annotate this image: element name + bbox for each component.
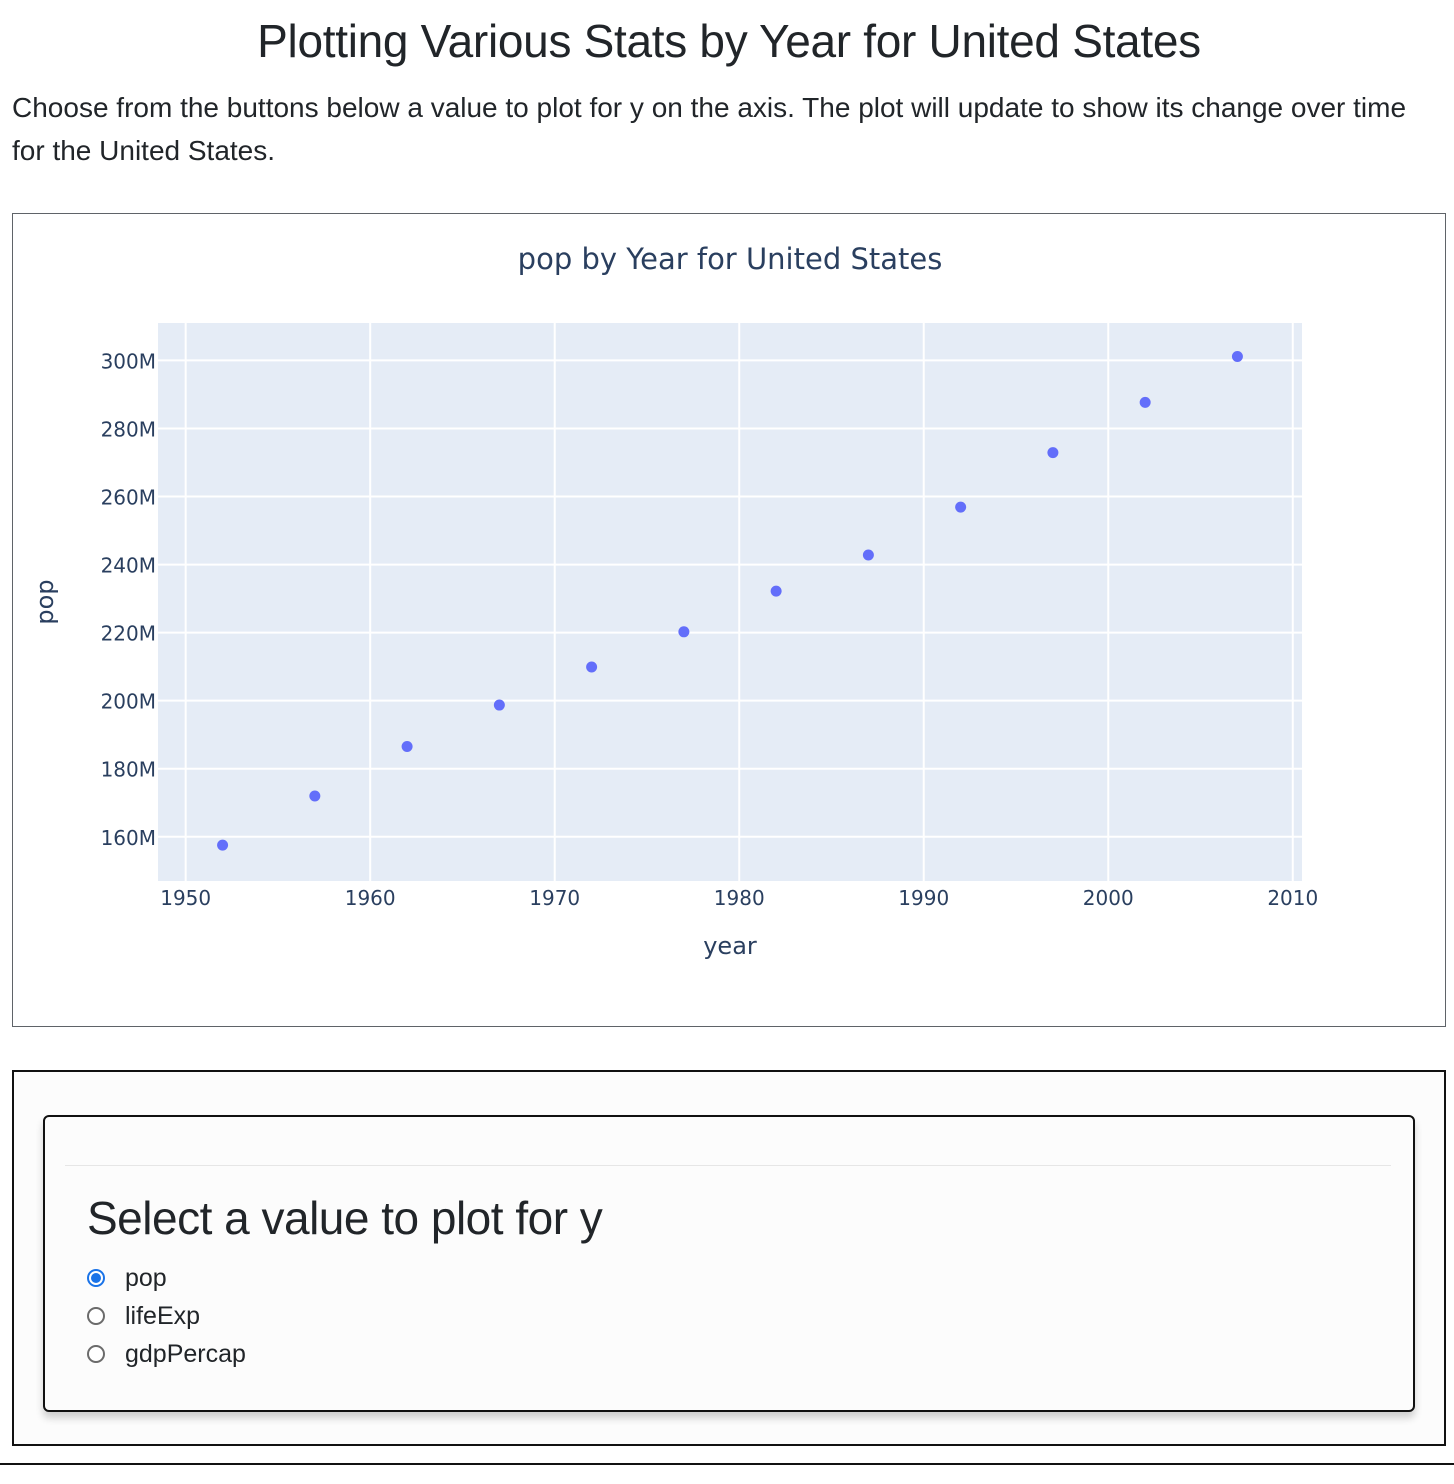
y-axis-ticks: 160M 180M 200M 220M 240M 260M 280M 300M [101,349,156,849]
data-points[interactable] [217,351,1243,851]
x-axis-ticks: 1950 1960 1970 1980 1990 2000 2010 [160,886,1318,910]
x-tick-label: 1960 [345,886,396,910]
y-tick-label: 180M [101,758,156,782]
radio-label-lifeexp[interactable]: lifeExp [125,1301,201,1330]
y-tick-label: 240M [101,554,156,578]
plot-area[interactable] [158,323,1302,881]
data-point[interactable] [309,790,321,802]
control-heading: Select a value to plot for y [87,1192,603,1244]
radio-label-pop[interactable]: pop [125,1263,167,1292]
x-tick-label: 1990 [898,886,949,910]
radio-option-pop[interactable]: pop [87,1259,246,1297]
x-tick-label: 1970 [529,886,580,910]
y-tick-label: 220M [101,622,156,646]
y-value-radio-group: pop lifeExp gdpPercap [87,1259,246,1373]
data-point[interactable] [862,549,874,561]
y-tick-label: 260M [101,486,156,510]
x-tick-label: 2000 [1083,886,1134,910]
grid-lines [158,323,1302,881]
radio-button-lifeexp[interactable] [87,1307,105,1325]
data-point[interactable] [586,661,598,673]
data-point[interactable] [770,585,782,597]
radio-option-lifeexp[interactable]: lifeExp [87,1297,246,1335]
page-bottom-divider [0,1463,1454,1465]
y-tick-label: 300M [101,349,156,373]
data-point[interactable] [217,839,229,851]
scatter-chart[interactable]: pop by Year for United States 160M 180M 20… [13,214,1445,1026]
y-tick-label: 160M [101,826,156,850]
data-point[interactable] [678,626,690,638]
control-card: Select a value to plot for y pop lifeExp… [43,1115,1415,1412]
radio-label-gdppercap[interactable]: gdpPercap [125,1339,246,1368]
radio-option-gdppercap[interactable]: gdpPercap [87,1335,246,1373]
x-tick-label: 1980 [714,886,765,910]
radio-button-gdppercap[interactable] [87,1345,105,1363]
data-point[interactable] [1139,396,1151,408]
y-axis-label: pop [31,579,59,624]
y-tick-label: 280M [101,417,156,441]
data-point[interactable] [401,740,413,752]
card-divider [65,1165,1391,1166]
y-tick-label: 200M [101,690,156,714]
plot-container: pop by Year for United States 160M 180M 20… [12,213,1446,1027]
data-point[interactable] [1047,447,1059,459]
data-point[interactable] [955,501,967,513]
chart-title: pop by Year for United States [518,242,943,276]
control-panel: Select a value to plot for y pop lifeExp… [12,1070,1446,1446]
radio-button-pop[interactable] [87,1269,105,1287]
x-axis-label: year [703,932,757,960]
page-description: Choose from the buttons below a value to… [12,92,1407,166]
x-tick-label: 1950 [160,886,211,910]
x-tick-label: 2010 [1267,886,1318,910]
data-point[interactable] [493,699,505,711]
page-title: Plotting Various Stats by Year for Unite… [257,15,1201,67]
data-point[interactable] [1231,351,1243,363]
